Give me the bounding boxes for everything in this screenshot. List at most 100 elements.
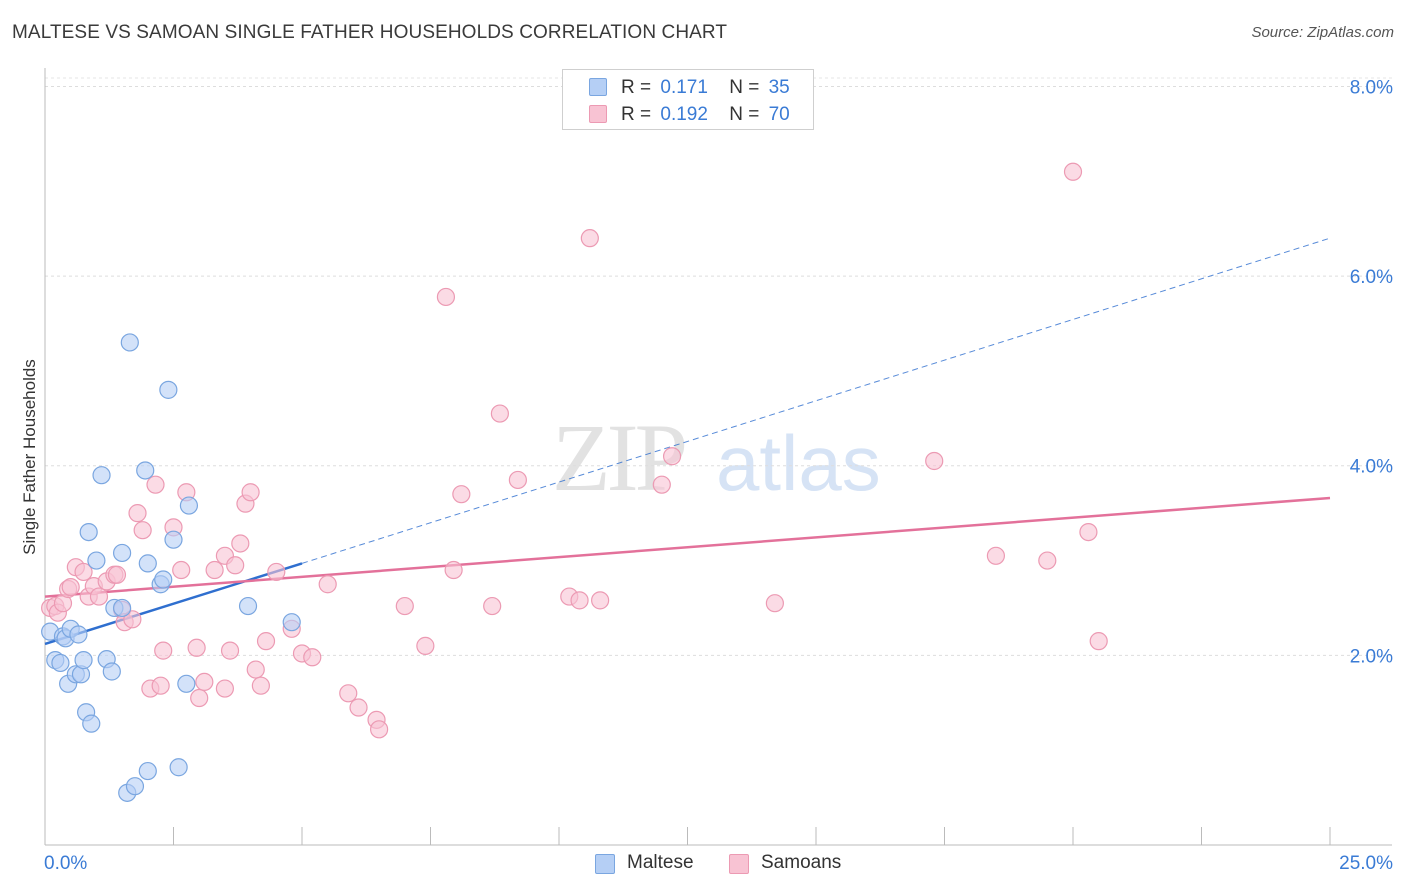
samoan-point	[986, 546, 1006, 565]
source-label: Source: ZipAtlas.com	[1251, 24, 1394, 41]
samoan-point	[303, 648, 322, 667]
maltese-point	[282, 613, 301, 632]
y-axis-label: Single Father Households	[20, 359, 39, 555]
maltese-n-label: N =	[729, 77, 760, 98]
maltese-n-value: 35	[768, 77, 790, 98]
maltese-point	[159, 380, 178, 399]
maltese-point	[51, 653, 70, 673]
samoan-n-label: N =	[729, 104, 760, 125]
samoan-point	[251, 676, 270, 695]
samoan-point	[256, 632, 276, 651]
correlation-legend: R = 0.171 N = 35 R = 0.192 N = 70	[562, 69, 814, 130]
samoan-r-label: R =	[621, 104, 652, 125]
maltese-point	[138, 554, 157, 573]
chart-title: MALTESE VS SAMOAN SINGLE FATHER HOUSEHOL…	[12, 22, 728, 43]
trend-lines	[44, 237, 1331, 646]
maltese-trend-line	[44, 562, 303, 646]
samoan-swatch	[589, 105, 607, 123]
maltese-point	[112, 543, 132, 563]
samoan-point	[190, 688, 209, 708]
samoan-point	[925, 451, 944, 471]
samoan-legend-swatch	[729, 854, 749, 874]
maltese-point	[154, 570, 173, 589]
maltese-point	[82, 714, 101, 733]
y-tick-label: 2.0%	[1350, 646, 1393, 667]
samoan-point	[267, 562, 286, 582]
watermark-atlas: atlas	[716, 419, 881, 507]
maltese-point	[79, 522, 98, 542]
maltese-swatch	[589, 78, 607, 96]
samoan-point	[662, 447, 682, 466]
samoan-point	[580, 229, 599, 248]
samoan-point	[490, 404, 509, 423]
maltese-point	[164, 530, 183, 549]
samoan-point	[89, 587, 109, 606]
samoan-point	[416, 636, 435, 655]
samoan-trend-line	[44, 496, 1331, 598]
samoan-point	[146, 475, 165, 494]
samoan-point	[1063, 162, 1083, 181]
x-tick-label-max: 25.0%	[1339, 853, 1393, 874]
samoan-point	[195, 672, 214, 692]
data-points	[41, 162, 1108, 802]
samoan-point	[128, 504, 147, 523]
maltese-legend-label: Maltese	[627, 852, 694, 873]
x-tick-label-min: 0.0%	[44, 853, 87, 874]
samoan-point	[339, 684, 358, 703]
samoan-point	[133, 521, 152, 540]
maltese-point	[169, 758, 188, 777]
samoan-point	[1038, 551, 1057, 570]
maltese-point	[87, 551, 106, 570]
samoan-point	[318, 575, 337, 594]
samoan-point	[370, 720, 389, 739]
samoan-r-value: 0.192	[660, 104, 708, 125]
samoan-point	[436, 287, 456, 307]
maltese-point	[74, 651, 93, 670]
samoan-point	[444, 560, 463, 580]
samoan-point	[226, 556, 245, 575]
samoan-legend-label: Samoans	[761, 852, 842, 873]
tick-labels: 2.0% 4.0% 6.0% 8.0% 0.0% 25.0%	[44, 77, 1393, 874]
samoan-point	[151, 676, 170, 695]
maltese-point	[177, 674, 196, 693]
samoan-n-value: 70	[768, 104, 790, 125]
samoan-point	[187, 638, 206, 657]
samoan-point	[246, 660, 265, 679]
maltese-legend-swatch	[595, 854, 615, 874]
maltese-point	[125, 777, 145, 796]
samoan-point	[172, 560, 191, 580]
samoan-point	[123, 610, 142, 629]
samoan-point	[1079, 522, 1098, 542]
samoan-point	[231, 534, 250, 553]
y-tick-label: 8.0%	[1350, 77, 1393, 98]
gridlines	[45, 77, 1392, 656]
maltese-point	[138, 761, 157, 781]
samoan-point	[765, 594, 784, 613]
axes	[44, 68, 1392, 846]
maltese-point	[238, 596, 258, 616]
samoan-point	[452, 485, 471, 504]
y-tick-label: 4.0%	[1350, 457, 1393, 478]
samoan-point	[395, 596, 414, 616]
maltese-r-value: 0.171	[660, 77, 708, 98]
samoan-point	[154, 641, 173, 660]
maltese-point	[120, 333, 139, 352]
samoan-point	[74, 562, 93, 582]
samoan-point	[220, 641, 240, 660]
maltese-point	[92, 466, 111, 485]
samoan-point	[652, 475, 671, 494]
samoan-point	[215, 679, 234, 698]
y-tick-label: 6.0%	[1350, 267, 1393, 288]
samoan-point	[570, 591, 589, 610]
maltese-trend-extension	[301, 237, 1331, 564]
samoan-point	[241, 483, 260, 502]
samoan-point	[591, 591, 610, 610]
maltese-point	[69, 625, 88, 644]
maltese-point	[112, 598, 132, 618]
maltese-point	[179, 496, 199, 515]
maltese-point	[136, 461, 155, 480]
samoan-point	[107, 565, 127, 584]
samoan-point	[508, 470, 527, 490]
samoan-point	[483, 596, 502, 616]
samoan-point	[61, 577, 80, 597]
